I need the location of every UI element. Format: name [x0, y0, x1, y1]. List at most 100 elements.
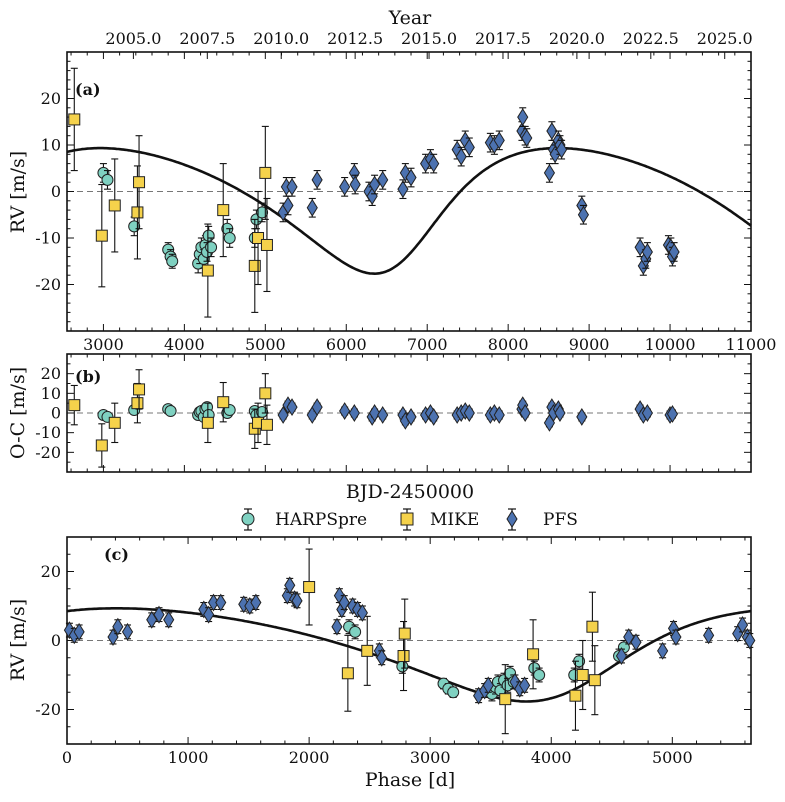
- data-point-pfs: [311, 398, 323, 417]
- data-point-pfs: [215, 593, 227, 612]
- y-tick-label: -20: [35, 700, 61, 719]
- panel-c-label: (c): [104, 545, 129, 564]
- data-point-pfs: [121, 622, 134, 641]
- x-tick-label: 3000: [410, 748, 451, 767]
- legend: HARPSpre MIKE PFS: [241, 508, 578, 531]
- data-point-harpspre: [205, 241, 218, 254]
- legend-label-mike: MIKE: [430, 510, 479, 530]
- data-point-mike: [576, 669, 589, 681]
- data-point-pfs: [306, 198, 318, 217]
- data-point-pfs: [519, 404, 531, 422]
- data-point-mike: [133, 176, 146, 189]
- data-point-pfs: [657, 641, 669, 660]
- data-point-pfs: [291, 591, 303, 610]
- x-tick-label: 5000: [652, 748, 693, 767]
- top-tick-label: 2007.5: [179, 29, 235, 48]
- data-point-pfs: [163, 610, 175, 629]
- model-curve: [66, 607, 752, 703]
- y-tick-label: -20: [35, 275, 61, 294]
- legend-item-harpspre: HARPSpre: [241, 508, 367, 531]
- panel-b-label: (b): [75, 367, 101, 386]
- top-tick-label: 2015.0: [401, 29, 457, 48]
- data-point-pfs: [428, 154, 440, 173]
- data-point-pfs: [703, 626, 715, 645]
- data-point-pfs: [641, 243, 653, 261]
- data-point-harpspre: [396, 660, 409, 673]
- legend-diamond-marker: [506, 510, 518, 528]
- panel-a: -20 -10 0 10 20 3000 4000 5000 6000 7000 8000 9000 1…: [35, 29, 776, 354]
- data-point-pfs: [463, 404, 475, 422]
- data-point-pfs: [577, 205, 590, 224]
- data-point-harpspre: [166, 255, 179, 268]
- data-point-pfs: [356, 603, 368, 622]
- data-point-pfs: [517, 108, 529, 127]
- data-point-mike: [527, 648, 540, 661]
- x-tick-label: 5000: [245, 335, 286, 354]
- data-point-mike: [108, 416, 121, 429]
- data-point-harpspre: [128, 220, 141, 233]
- panel-c-xlabel: Phase [d]: [365, 769, 455, 791]
- data-point-mike: [95, 439, 108, 452]
- data-point-pfs: [284, 576, 296, 595]
- y-tick-label: 0: [51, 631, 61, 650]
- data-point-pfs: [576, 407, 588, 426]
- data-point-pfs: [630, 633, 642, 652]
- top-tick-label: 2022.5: [623, 29, 679, 48]
- data-point-pfs: [670, 628, 682, 646]
- data-point-mike: [398, 627, 411, 640]
- x-tick-label: 0: [62, 748, 72, 767]
- data-point-pfs: [73, 622, 85, 641]
- data-point-pfs: [338, 593, 350, 612]
- data-point-mike: [68, 113, 81, 126]
- x-tick-label: 9000: [569, 335, 610, 354]
- data-point-pfs: [668, 243, 680, 261]
- data-point-mike: [586, 620, 599, 633]
- y-tick-label: -20: [35, 443, 61, 462]
- data-point-mike: [259, 166, 272, 179]
- data-point-pfs: [369, 404, 381, 422]
- top-tick-label: 2010.0: [253, 29, 309, 48]
- data-point-pfs: [736, 616, 749, 634]
- x-tick-label: 11000: [726, 335, 777, 354]
- data-point-pfs: [455, 147, 467, 166]
- x-tick-label: 7000: [407, 335, 448, 354]
- data-point-pfs: [555, 140, 568, 159]
- data-point-mike: [248, 259, 261, 272]
- y-tick-label: -10: [35, 423, 61, 442]
- data-point-pfs: [377, 170, 389, 189]
- data-point-mike: [260, 418, 273, 431]
- data-point-mike: [217, 204, 230, 217]
- data-point-pfs: [339, 177, 351, 196]
- data-point-harpspre: [447, 686, 460, 699]
- data-point-mike: [252, 232, 265, 244]
- data-point-pfs: [311, 170, 323, 189]
- data-point-mike: [201, 416, 214, 429]
- data-point-pfs: [348, 404, 360, 422]
- data-point-pfs: [428, 407, 440, 426]
- data-point-pfs: [519, 676, 531, 695]
- data-point-pfs: [277, 406, 289, 424]
- x-tick-label: 2000: [289, 748, 330, 767]
- panel-c-ylabel: RV [m/s]: [7, 599, 29, 681]
- y-tick-label: 20: [41, 364, 61, 383]
- data-point-mike: [133, 383, 146, 396]
- data-point-pfs: [463, 138, 475, 157]
- y-tick-label: 0: [51, 404, 61, 423]
- legend-circle-marker: [241, 512, 255, 526]
- data-point-pfs: [744, 631, 756, 650]
- data-point-mike: [341, 667, 354, 680]
- model-curve: [66, 146, 752, 276]
- data-point-pfs: [482, 676, 494, 695]
- data-point-pfs: [286, 398, 298, 417]
- top-tick-label: 2005.0: [105, 29, 161, 48]
- data-point-pfs: [546, 122, 558, 140]
- legend-label-harpspre: HARPSpre: [275, 510, 367, 530]
- data-point-pfs: [377, 406, 389, 424]
- data-point-mike: [217, 396, 230, 409]
- data-point-harpspre: [223, 232, 236, 244]
- data-point-pfs: [615, 647, 628, 665]
- data-point-pfs: [286, 177, 298, 196]
- data-point-mike: [569, 689, 582, 702]
- data-point-harpspre: [202, 229, 215, 242]
